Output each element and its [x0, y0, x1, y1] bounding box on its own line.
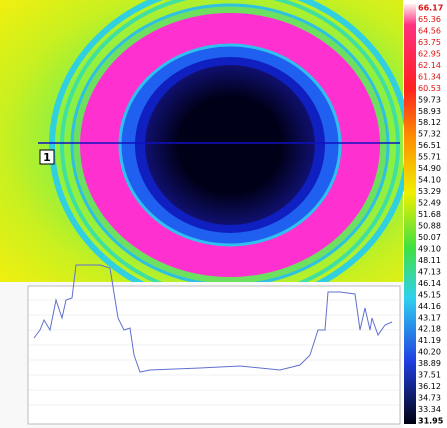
scale-label: 54.90 — [418, 164, 441, 173]
scale-label: 62.14 — [418, 61, 441, 70]
scale-label: 41.19 — [418, 336, 441, 345]
scale-label: 54.10 — [418, 176, 441, 185]
marker-label: 1 — [43, 151, 51, 164]
scale-label: 64.56 — [418, 26, 441, 35]
scale-label: 37.51 — [418, 371, 441, 380]
scale-label: 44.16 — [418, 302, 441, 311]
scale-label: 62.95 — [418, 49, 441, 58]
scale-label: 40.20 — [418, 348, 441, 357]
scale-label: 63.75 — [418, 38, 441, 47]
scale-label: 49.10 — [418, 244, 441, 253]
scale-label: 59.73 — [418, 95, 441, 104]
scale-label: 55.71 — [418, 153, 441, 162]
scale-label: 45.15 — [418, 290, 441, 299]
scale-label: 34.73 — [418, 394, 441, 403]
scale-label: 52.49 — [418, 199, 441, 208]
scale-label: 36.12 — [418, 382, 441, 391]
scale-label: 58.12 — [418, 118, 441, 127]
scale-label: 58.93 — [418, 107, 441, 116]
scale-label: 50.07 — [418, 233, 441, 242]
scale-label: 65.36 — [418, 15, 441, 24]
scale-label: 46.14 — [418, 279, 441, 288]
profile-plot — [0, 265, 403, 428]
scale-label: 31.95 — [418, 417, 444, 426]
scale-label: 38.89 — [418, 359, 441, 368]
scale-label: 57.32 — [418, 130, 441, 139]
thermal-image: 1 — [0, 0, 408, 305]
scale-label: 60.53 — [418, 84, 441, 93]
scale-label: 56.51 — [418, 141, 441, 150]
scale-label: 43.17 — [418, 313, 441, 322]
scale-labels: 66.17 65.36 64.56 63.75 62.95 62.14 61.34 60.53… — [418, 4, 444, 426]
scale-label: 33.34 — [418, 405, 441, 414]
thermal-screenshot: 1 66.17 65.36 64.56 63.75 62.95 62.14 61.34 60.… — [0, 0, 447, 428]
scale-label: 50.88 — [418, 221, 441, 230]
scale-label: 61.34 — [418, 72, 441, 81]
color-scale — [404, 4, 416, 424]
scale-label: 66.17 — [418, 4, 443, 13]
scale-label: 48.11 — [418, 256, 441, 265]
scale-label: 42.18 — [418, 325, 441, 334]
scale-label: 53.29 — [418, 187, 441, 196]
scale-label: 47.13 — [418, 267, 441, 276]
scale-label: 51.68 — [418, 210, 441, 219]
